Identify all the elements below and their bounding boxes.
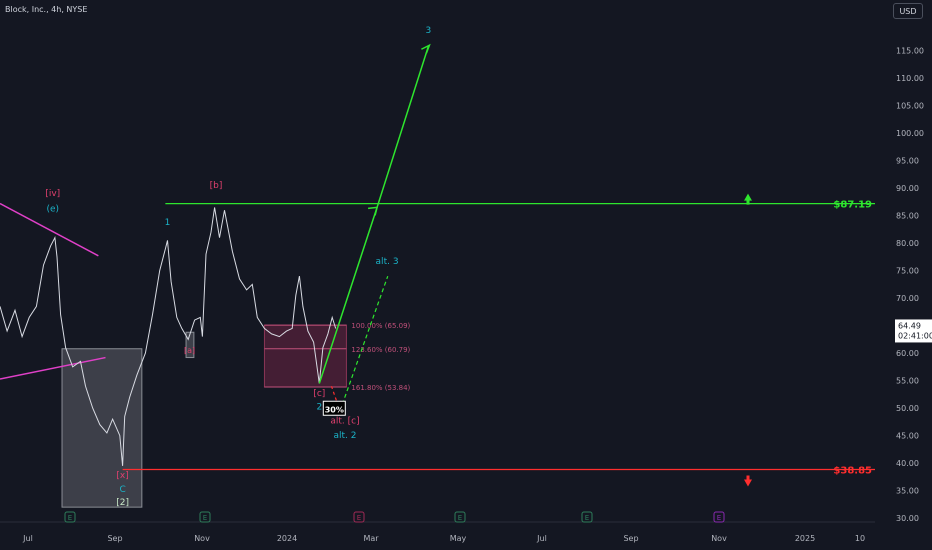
bar-countdown: 02:41:00 (898, 331, 932, 340)
arrowhead-icon (421, 43, 431, 54)
wave-label: alt. 3 (376, 257, 399, 267)
fib-level-label: 100.00% (65.09) (351, 322, 410, 330)
wave-label: alt. [c] (330, 417, 359, 427)
y-tick-label: 75.00 (896, 267, 919, 276)
x-tick-label: 2024 (277, 534, 297, 543)
earnings-marker-label: E (68, 514, 72, 522)
earnings-marker-label: E (717, 514, 721, 522)
y-tick-label: 90.00 (896, 184, 919, 193)
wave-2-box (61, 348, 143, 508)
y-tick-label: 50.00 (896, 404, 919, 413)
projection-to-target (318, 207, 378, 384)
y-tick-label: 40.00 (896, 459, 919, 468)
last-price-value: 64.49 (898, 321, 921, 330)
lower-trendline (0, 356, 106, 380)
stop-level-label: $38.85 (833, 465, 872, 476)
wave-label: [b] (210, 181, 223, 191)
x-tick-label: May (450, 534, 467, 543)
earnings-marker-label: E (585, 514, 589, 522)
symbol-title: Block, Inc., 4h, NYSE (5, 5, 88, 14)
upper-trendline (0, 202, 99, 257)
wave-label: 2 (316, 402, 322, 412)
y-tick-label: 85.00 (896, 212, 919, 221)
y-tick-label: 115.00 (896, 47, 924, 56)
wave-label: alt. 2 (333, 431, 356, 441)
x-tick-label: Jul (22, 534, 33, 543)
currency-button[interactable]: USD (893, 3, 923, 19)
fib-level-label: 161.80% (53.84) (351, 384, 410, 392)
probability-badge-label: 30% (325, 405, 344, 414)
earnings-marker-icon (581, 511, 593, 523)
arrowhead-icon (367, 206, 379, 216)
alt-3-projection (339, 275, 389, 412)
y-tick-label: 45.00 (896, 432, 919, 441)
x-tick-label: 2025 (795, 534, 815, 543)
price-series-line (0, 207, 337, 466)
wave-label: [2] (116, 498, 129, 508)
last-price-tag (895, 319, 932, 343)
x-tick-label: Nov (194, 534, 210, 543)
wave-label: [x] (116, 471, 128, 481)
y-tick-label: 95.00 (896, 157, 919, 166)
wave-label: [iv] (45, 189, 60, 199)
fibonacci-target-zone (263, 324, 347, 388)
alt-c-projection (330, 385, 341, 412)
y-tick-label: 110.00 (896, 74, 924, 83)
earnings-marker-label: E (203, 514, 207, 522)
wave-label: 1 (165, 218, 171, 228)
y-tick-label: 70.00 (896, 294, 919, 303)
x-tick-label: 10 (855, 534, 865, 543)
earnings-marker-icon (713, 511, 725, 523)
x-tick-label: Sep (623, 534, 638, 543)
earnings-marker-icon (454, 511, 466, 523)
wave-label: [c] (313, 389, 325, 399)
y-tick-label: 100.00 (896, 129, 924, 138)
x-tick-label: Jul (536, 534, 547, 543)
probability-badge (322, 400, 346, 416)
price-axis-panel (875, 0, 932, 550)
target-level-label: $87.19 (833, 200, 872, 211)
wave-a-box (185, 331, 195, 359)
y-tick-label: 80.00 (896, 239, 919, 248)
earnings-marker-icon (64, 511, 76, 523)
down-arrow-icon (744, 475, 752, 487)
y-tick-label: 55.00 (896, 377, 919, 386)
x-tick-label: Sep (107, 534, 122, 543)
earnings-marker-label: E (357, 514, 361, 522)
y-tick-label: 30.00 (896, 514, 919, 523)
earnings-marker-icon (353, 511, 365, 523)
earnings-marker-icon (199, 511, 211, 523)
y-tick-label: 105.00 (896, 102, 924, 111)
wave-label: (e) (46, 204, 59, 214)
wave-label: 3 (426, 26, 432, 36)
y-tick-label: 35.00 (896, 487, 919, 496)
y-tick-label: 60.00 (896, 349, 919, 358)
earnings-marker-label: E (458, 514, 462, 522)
wave-label: [a] (184, 346, 195, 355)
fib-level-label: 123.60% (60.79) (351, 346, 410, 354)
x-tick-label: Nov (711, 534, 727, 543)
wave-label: C (119, 485, 125, 495)
up-arrow-icon (744, 193, 752, 205)
projection-wave-3 (376, 46, 430, 208)
x-tick-label: Mar (363, 534, 379, 543)
